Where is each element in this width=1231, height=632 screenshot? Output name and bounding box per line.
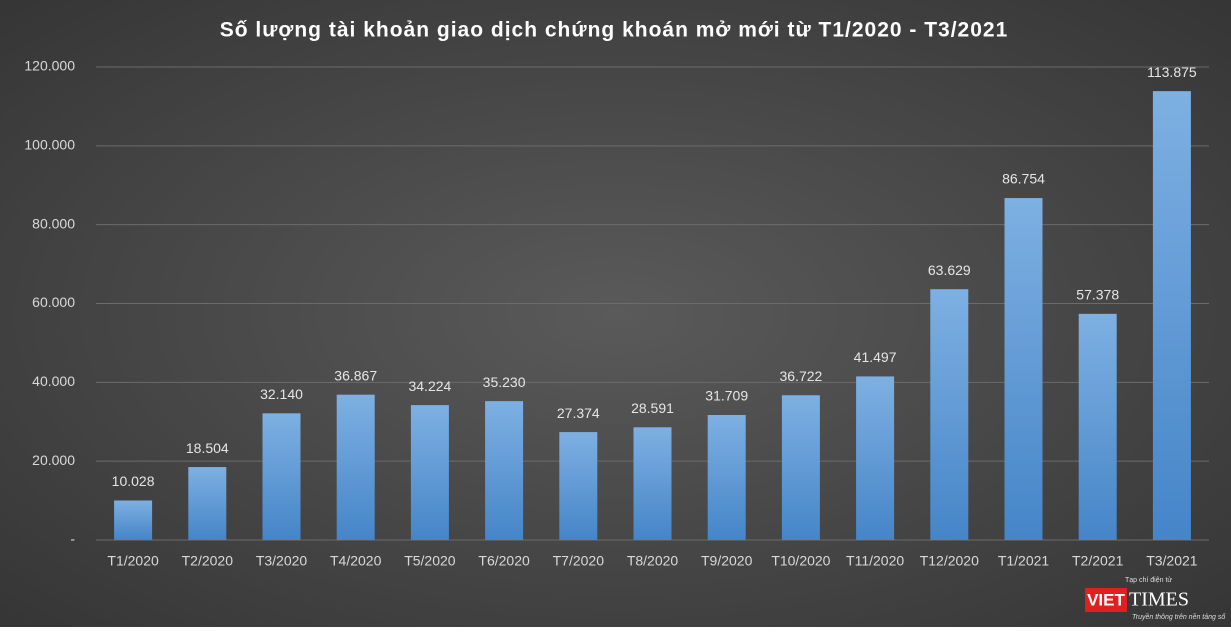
value-label: 63.629 bbox=[928, 262, 971, 278]
bar bbox=[1152, 91, 1191, 541]
value-label: 36.867 bbox=[334, 367, 377, 383]
bar bbox=[930, 289, 969, 540]
logo-brand-a: VIET bbox=[1087, 590, 1125, 609]
bar bbox=[707, 415, 746, 540]
value-label: 113.875 bbox=[1147, 64, 1197, 80]
bar bbox=[336, 394, 375, 540]
x-tick-label: T5/2020 bbox=[404, 553, 456, 569]
value-label: 36.722 bbox=[779, 368, 822, 384]
value-label: 86.754 bbox=[1002, 171, 1045, 187]
bar bbox=[781, 395, 820, 540]
bar bbox=[262, 413, 301, 540]
y-tick-label: 120.000 bbox=[24, 58, 75, 74]
x-tick-label: T10/2020 bbox=[771, 553, 830, 569]
bar bbox=[1078, 313, 1117, 540]
x-tick-label: T3/2020 bbox=[256, 553, 308, 569]
bar bbox=[485, 401, 524, 540]
value-label: 34.224 bbox=[408, 378, 451, 394]
bar bbox=[1004, 198, 1043, 540]
bar bbox=[856, 376, 895, 540]
x-tick-label: T12/2020 bbox=[920, 553, 979, 569]
bar bbox=[410, 405, 449, 540]
y-tick-label: 60.000 bbox=[32, 294, 75, 310]
value-label: 31.709 bbox=[705, 388, 748, 404]
x-tick-label: T8/2020 bbox=[627, 553, 679, 569]
x-tick-label: T7/2020 bbox=[553, 553, 605, 569]
logo-tagline-top: Tạp chí điện tử bbox=[1125, 576, 1172, 584]
logo-brand-b: TIMES bbox=[1129, 589, 1189, 611]
bar bbox=[114, 500, 153, 540]
x-tick-label: T6/2020 bbox=[478, 553, 530, 569]
x-tick-label: T11/2020 bbox=[846, 553, 904, 569]
logo-tagline: Truyền thông trên nền tảng số bbox=[1132, 612, 1226, 621]
x-tick-label: T1/2021 bbox=[998, 553, 1050, 569]
value-label: 28.591 bbox=[631, 400, 674, 416]
value-label: 32.140 bbox=[260, 386, 303, 402]
value-label: 10.028 bbox=[112, 473, 155, 489]
value-label: 41.497 bbox=[854, 349, 897, 365]
y-tick-label: 100.000 bbox=[24, 137, 75, 153]
y-tick-label: 40.000 bbox=[32, 373, 75, 389]
x-tick-label: T2/2021 bbox=[1072, 553, 1124, 569]
bar bbox=[559, 432, 598, 540]
value-label: 18.504 bbox=[186, 440, 229, 456]
y-tick-label: 20.000 bbox=[32, 452, 75, 468]
value-label: 35.230 bbox=[483, 374, 526, 390]
chart-title: Số lượng tài khoản giao dịch chứng khoán… bbox=[220, 19, 1009, 42]
bar bbox=[633, 427, 672, 540]
x-tick-label: T2/2020 bbox=[182, 553, 234, 569]
value-label: 57.378 bbox=[1076, 287, 1119, 303]
y-tick-label: - bbox=[70, 531, 75, 547]
x-tick-label: T4/2020 bbox=[330, 553, 382, 569]
value-label: 27.374 bbox=[557, 405, 600, 421]
bar bbox=[188, 467, 227, 540]
logo-box bbox=[1085, 588, 1127, 612]
x-tick-label: T9/2020 bbox=[701, 553, 753, 569]
x-tick-label: T3/2021 bbox=[1146, 553, 1198, 569]
y-tick-label: 80.000 bbox=[32, 215, 75, 231]
logo: Tạp chí điện tử VIET TIMES Truyền thông … bbox=[1085, 576, 1226, 621]
x-tick-label: T1/2020 bbox=[107, 553, 159, 569]
